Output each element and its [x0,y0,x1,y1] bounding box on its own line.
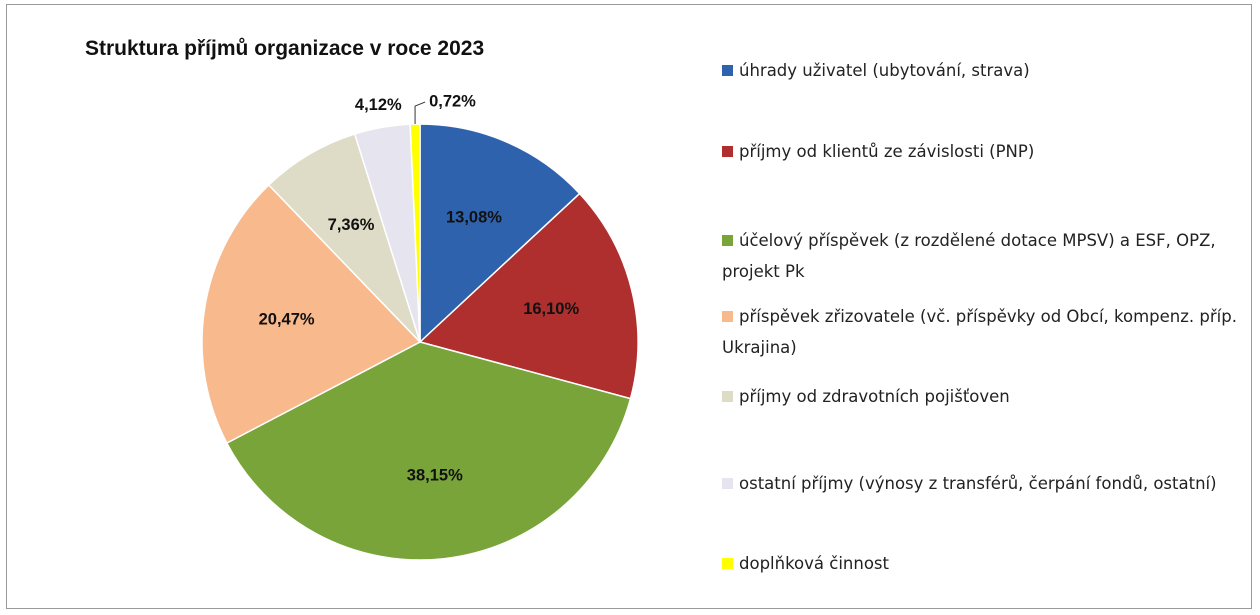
legend-label: příspěvek zřizovatele (vč. příspěvky od … [722,307,1237,357]
legend-item: účelový příspěvek (z rozdělené dotace MP… [722,225,1242,287]
legend-label: doplňková činnost [739,554,889,573]
legend-swatch [722,558,733,569]
legend-item: příjmy od zdravotních pojišťoven [722,381,1242,412]
data-label: 4,12% [355,96,402,114]
legend-label: ostatní příjmy (výnosy z transférů, čerp… [739,474,1217,493]
legend-item: úhrady uživatel (ubytování, strava) [722,55,1242,86]
pie-slice [225,341,632,561]
data-label: 20,47% [259,311,315,329]
legend-swatch [722,478,733,489]
leader-line [414,101,426,125]
legend-label: příjmy od zdravotních pojišťoven [739,387,1010,406]
legend-swatch [722,391,733,402]
legend-swatch [722,146,733,157]
data-label: 38,15% [407,467,463,485]
data-label: 0,72% [429,92,476,110]
pie-slice [418,192,639,400]
legend-label: účelový příspěvek (z rozdělené dotace MP… [722,231,1216,281]
legend-swatch [722,311,733,322]
data-label: 7,36% [328,216,375,234]
legend-item: ostatní příjmy (výnosy z transférů, čerp… [722,468,1242,499]
pie-slice [419,123,581,344]
legend-item: příjmy od klientů ze závislosti (PNP) [722,136,1242,167]
legend-label: příjmy od klientů ze závislosti (PNP) [739,142,1035,161]
pie-slice [201,183,422,445]
legend-swatch [722,235,733,246]
legend-label: úhrady uživatel (ubytování, strava) [739,61,1030,80]
data-label: 13,08% [446,208,502,226]
legend-swatch [722,65,733,76]
data-label: 16,10% [523,300,579,318]
legend-item: příspěvek zřizovatele (vč. příspěvky od … [722,301,1242,363]
chart-title: Struktura příjmů organizace v roce 2023 [85,37,484,60]
chart-frame [6,4,1252,609]
legend-item: doplňková činnost [722,548,1242,579]
pie-slice [267,133,421,343]
